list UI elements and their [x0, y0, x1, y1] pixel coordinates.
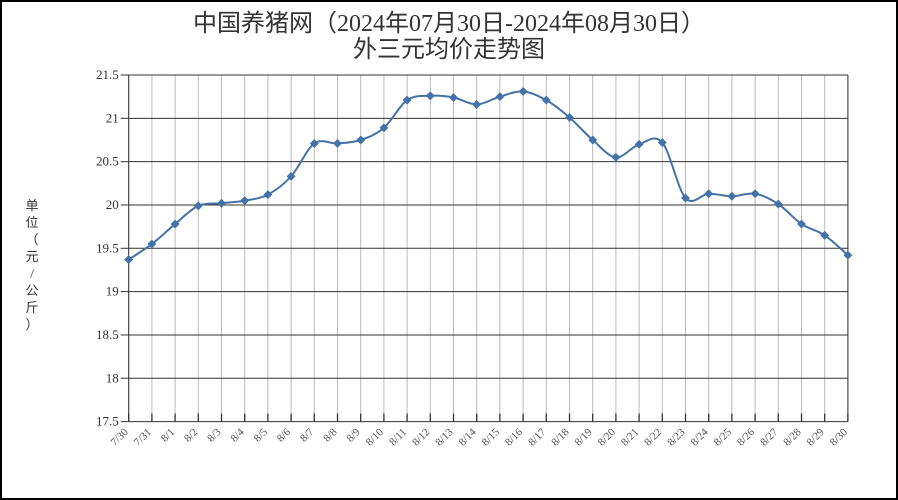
- svg-text:8/27: 8/27: [758, 426, 781, 449]
- svg-text:8/26: 8/26: [735, 426, 758, 449]
- svg-text:8/12: 8/12: [410, 426, 432, 448]
- svg-text:8/21: 8/21: [619, 426, 641, 448]
- svg-text:8/22: 8/22: [642, 426, 664, 448]
- svg-text:8/18: 8/18: [549, 426, 572, 449]
- svg-text:8/10: 8/10: [364, 426, 387, 449]
- svg-text:8/20: 8/20: [596, 426, 619, 449]
- svg-text:8/30: 8/30: [828, 426, 851, 449]
- svg-text:8/24: 8/24: [689, 426, 712, 449]
- svg-text:8/2: 8/2: [182, 426, 200, 444]
- svg-text:8/16: 8/16: [503, 426, 526, 449]
- svg-text:8/23: 8/23: [665, 426, 688, 449]
- svg-text:20.5: 20.5: [96, 154, 119, 169]
- svg-text:21: 21: [106, 110, 119, 125]
- svg-text:8/11: 8/11: [387, 426, 409, 448]
- svg-text:7/31: 7/31: [132, 426, 154, 448]
- svg-text:17.5: 17.5: [96, 414, 119, 429]
- svg-text:8/9: 8/9: [344, 426, 363, 445]
- svg-text:7/30: 7/30: [109, 426, 132, 449]
- svg-text:8/13: 8/13: [433, 426, 456, 449]
- svg-text:8/28: 8/28: [781, 426, 804, 449]
- svg-text:8/4: 8/4: [228, 426, 247, 445]
- svg-text:8/29: 8/29: [805, 426, 828, 449]
- svg-text:19.5: 19.5: [96, 240, 119, 255]
- svg-text:8/25: 8/25: [712, 426, 735, 449]
- svg-text:8/14: 8/14: [457, 426, 480, 449]
- svg-text:8/6: 8/6: [275, 426, 294, 445]
- svg-text:19: 19: [106, 284, 119, 299]
- svg-text:8/5: 8/5: [252, 426, 271, 445]
- svg-text:18: 18: [106, 370, 119, 385]
- svg-text:8/17: 8/17: [526, 426, 549, 449]
- svg-text:18.5: 18.5: [96, 327, 119, 342]
- svg-text:8/7: 8/7: [298, 426, 317, 445]
- svg-text:21.5: 21.5: [96, 67, 119, 82]
- svg-text:8/8: 8/8: [321, 426, 340, 445]
- svg-text:8/15: 8/15: [480, 426, 503, 449]
- svg-text:20: 20: [106, 197, 119, 212]
- svg-text:8/1: 8/1: [159, 426, 177, 444]
- svg-text:8/3: 8/3: [205, 426, 224, 445]
- svg-text:8/19: 8/19: [573, 426, 596, 449]
